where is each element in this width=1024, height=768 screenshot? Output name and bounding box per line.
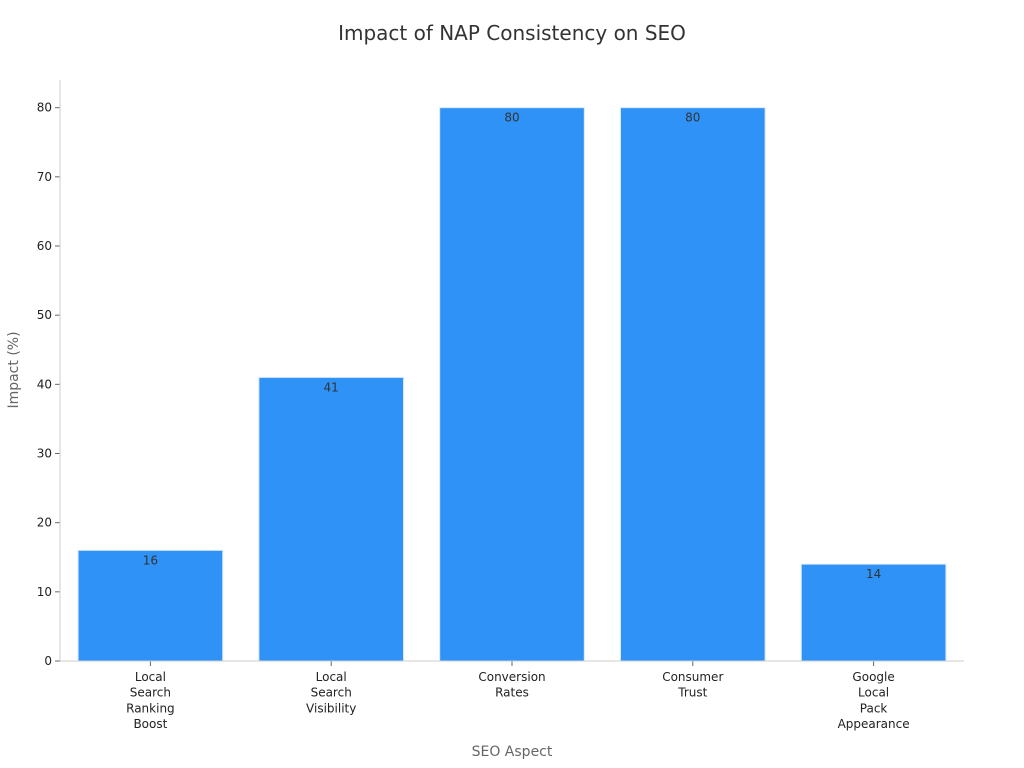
x-tick-label: Google Local Pack Appearance <box>838 670 910 731</box>
y-tick-label: 10 <box>37 585 52 599</box>
x-axis-label: SEO Aspect <box>472 744 553 760</box>
y-tick-label: 40 <box>37 377 52 391</box>
bar-value-label: 16 <box>143 553 158 567</box>
y-axis: 0 10 20 30 40 50 60 70 80 <box>37 101 60 668</box>
x-tick-label-line: Conversion <box>478 670 545 684</box>
bar <box>258 376 405 662</box>
y-tick-label: 0 <box>44 654 52 668</box>
x-tick-label: Conversion Rates <box>478 670 545 700</box>
x-tick-label-line: Visibility <box>306 701 356 715</box>
bar-group <box>77 107 947 662</box>
y-tick-label: 70 <box>37 170 52 184</box>
data-labels: 16 41 80 80 14 <box>143 111 881 582</box>
x-tick-label-line: Appearance <box>838 717 910 731</box>
x-tick-label-line: Trust <box>677 686 707 700</box>
x-tick-label-line: Pack <box>860 701 888 715</box>
y-tick-label: 20 <box>37 516 52 530</box>
y-tick-label: 50 <box>37 308 52 322</box>
y-axis-label: Impact (%) <box>6 331 22 408</box>
bar-value-label: 41 <box>324 380 339 394</box>
bar <box>619 107 766 662</box>
x-tick-label-line: Search <box>311 686 352 700</box>
x-tick-label-line: Boost <box>133 717 167 731</box>
y-tick-label: 30 <box>37 447 52 461</box>
x-tick-label-line: Google <box>852 670 894 684</box>
x-tick-label-line: Local <box>858 686 889 700</box>
x-tick-label-line: Ranking <box>126 701 175 715</box>
x-tick-label-line: Local <box>135 670 166 684</box>
x-tick-label-line: Local <box>316 670 347 684</box>
x-tick-label-line: Rates <box>495 686 529 700</box>
bar <box>77 549 224 662</box>
bar-value-label: 14 <box>866 567 881 581</box>
x-tick-label: Local Search Ranking Boost <box>126 670 175 731</box>
x-tick-label: Local Search Visibility <box>306 670 356 715</box>
bar-value-label: 80 <box>504 111 519 125</box>
x-tick-label: Consumer Trust <box>662 670 723 700</box>
y-tick-label: 60 <box>37 239 52 253</box>
x-tick-label-line: Consumer <box>662 670 723 684</box>
x-tick-label-line: Search <box>130 686 171 700</box>
bar-value-label: 80 <box>685 111 700 125</box>
chart-title: Impact of NAP Consistency on SEO <box>338 21 686 45</box>
y-tick-label: 80 <box>37 101 52 115</box>
bar <box>439 107 585 662</box>
